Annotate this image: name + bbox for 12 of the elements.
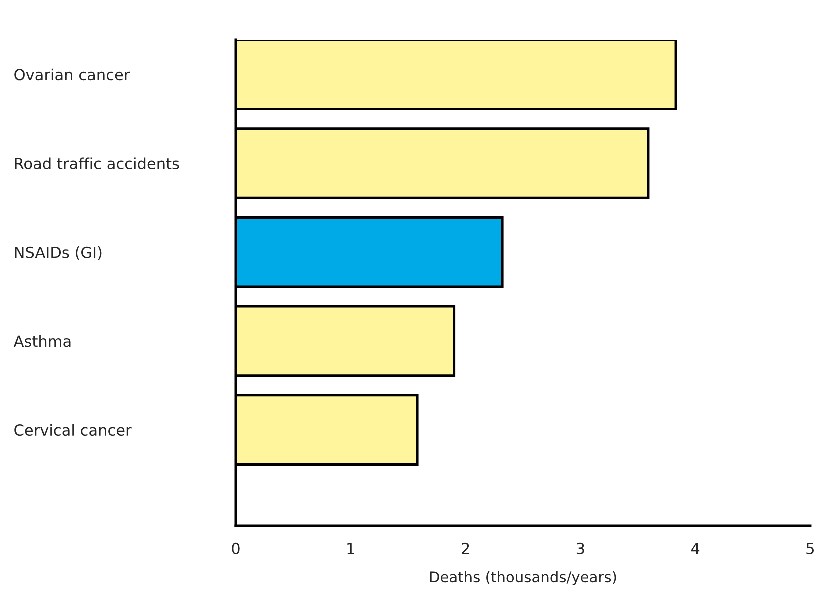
x-axis-title: Deaths (thousands/years) (430, 571, 616, 586)
x-tick-label: 5 (806, 543, 814, 554)
x-tick-label: 0 (232, 542, 240, 554)
y-tick-label: Road traffic accidents (15, 158, 180, 170)
x-tick-label: 4 (691, 543, 700, 554)
y-tick-label: NSAIDs (GI) (15, 246, 102, 260)
y-tick-label: Cervical cancer (14, 424, 132, 436)
x-tick-label: 1 (348, 543, 354, 554)
x-tick-label: 3 (576, 542, 584, 554)
y-tick-label: Ovarian cancer (14, 68, 130, 81)
x-tick-label: 2 (462, 542, 470, 554)
y-tick-label: Asthma (14, 335, 71, 348)
